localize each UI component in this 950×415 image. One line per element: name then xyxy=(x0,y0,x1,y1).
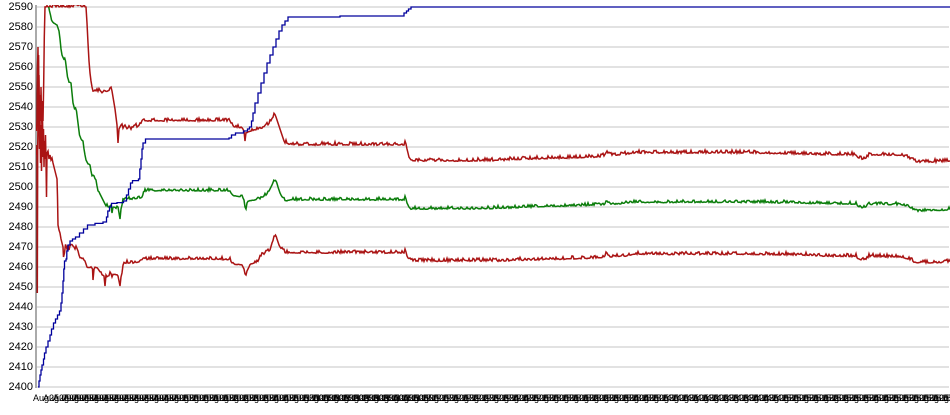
upper-red-ask-price-line xyxy=(36,5,950,165)
green-mid-price-line xyxy=(47,6,950,220)
lower-red-bid-price-line xyxy=(36,54,950,294)
series-lines xyxy=(36,5,950,388)
blue-staircase-price-line xyxy=(38,6,950,388)
gridlines xyxy=(37,6,949,388)
